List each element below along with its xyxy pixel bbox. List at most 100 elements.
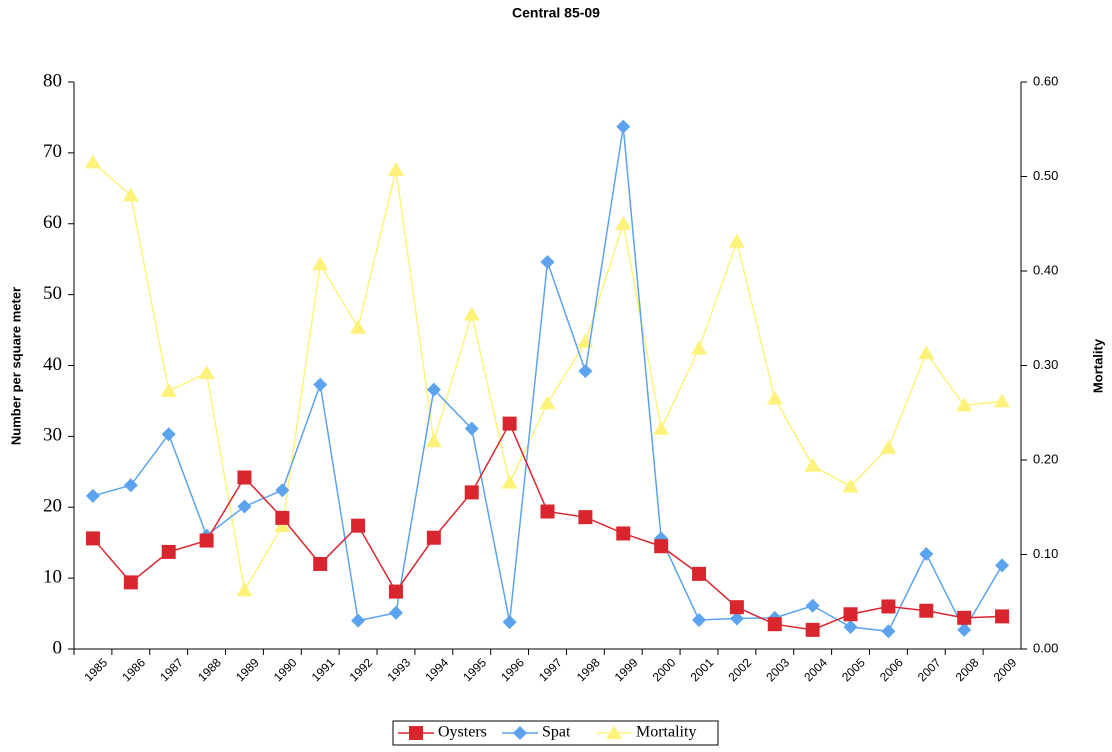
y-tick-label: 10 — [43, 566, 62, 587]
data-point — [691, 340, 708, 355]
data-point — [615, 215, 632, 230]
y-tick-label: 0 — [53, 637, 63, 658]
data-point — [122, 187, 139, 202]
y2-tick-label: 0.60 — [1033, 73, 1058, 88]
x-tick-label: 1987 — [157, 655, 186, 684]
x-tick-label: 1989 — [233, 655, 262, 684]
data-point — [312, 256, 329, 271]
y2-axis-label: Mortality — [1090, 338, 1105, 393]
data-point — [501, 474, 518, 489]
data-point — [957, 622, 972, 637]
series-line — [92, 421, 1003, 631]
data-point — [957, 610, 972, 625]
x-tick-label: 1993 — [385, 655, 414, 684]
legend-label: Oysters — [438, 724, 487, 741]
data-point — [918, 345, 935, 360]
y-tick-label: 80 — [43, 70, 62, 91]
data-point — [123, 478, 138, 493]
data-point — [161, 544, 176, 559]
x-tick-label: 1998 — [574, 655, 603, 684]
data-point — [578, 364, 593, 379]
data-point — [540, 504, 555, 519]
data-point — [237, 470, 252, 485]
data-point — [275, 483, 290, 498]
data-point — [540, 255, 555, 270]
data-point — [766, 390, 783, 405]
y2-tick-label: 0.50 — [1033, 168, 1058, 183]
y-tick-label: 30 — [43, 425, 62, 446]
data-point — [616, 119, 631, 134]
x-tick-label: 1990 — [271, 655, 300, 684]
data-point — [198, 365, 215, 380]
legend-marker — [513, 726, 527, 740]
legend-label: Mortality — [636, 724, 696, 741]
data-point — [729, 611, 744, 626]
x-tick-label: 1994 — [422, 655, 451, 684]
data-point — [85, 531, 100, 546]
data-point — [805, 598, 820, 613]
x-tick-label: 2001 — [688, 655, 717, 684]
data-point — [881, 599, 896, 614]
x-tick-label: 1992 — [347, 655, 376, 684]
y-tick-label: 70 — [43, 141, 62, 162]
data-point — [464, 421, 479, 436]
chart-title: Central 85-09 — [512, 5, 600, 21]
data-point — [84, 154, 101, 169]
data-point — [616, 526, 631, 541]
x-tick-label: 1988 — [195, 655, 224, 684]
data-point — [85, 488, 100, 503]
series-line — [92, 126, 1003, 633]
data-point — [728, 233, 745, 248]
data-point — [123, 575, 138, 590]
x-tick-label: 1996 — [498, 655, 527, 684]
data-point — [387, 161, 404, 176]
data-point — [426, 530, 441, 545]
x-tick-label: 2007 — [915, 655, 944, 684]
data-point — [578, 510, 593, 525]
data-point — [880, 439, 897, 454]
data-point — [313, 556, 328, 571]
x-tick-label: 2006 — [877, 655, 906, 684]
data-point — [237, 499, 252, 514]
data-point — [843, 607, 858, 622]
data-point — [425, 433, 442, 448]
data-point — [692, 612, 707, 627]
y-tick-label: 20 — [43, 496, 62, 517]
data-point — [388, 605, 403, 620]
data-point — [881, 624, 896, 639]
x-tick-label: 2004 — [801, 655, 830, 684]
data-point — [539, 395, 556, 410]
y2-tick-label: 0.40 — [1033, 262, 1058, 277]
data-point — [199, 533, 214, 548]
x-tick-label: 1991 — [309, 655, 338, 684]
data-point — [653, 420, 670, 435]
x-tick-label: 1999 — [612, 655, 641, 684]
x-tick-label: 1986 — [119, 655, 148, 684]
data-point — [843, 620, 858, 635]
data-point — [463, 306, 480, 321]
series-line — [92, 161, 1003, 593]
data-point — [804, 457, 821, 472]
legend-label: Spat — [542, 724, 571, 741]
x-tick-label: 1985 — [81, 655, 110, 684]
data-point — [426, 382, 441, 397]
data-point — [956, 397, 973, 412]
x-tick-label: 2002 — [725, 655, 754, 684]
data-point — [351, 518, 366, 533]
data-point — [805, 622, 820, 637]
y-axis-label: Number per square meter — [8, 287, 23, 445]
data-point — [236, 582, 253, 597]
data-point — [160, 383, 177, 398]
data-point — [351, 613, 366, 628]
y2-tick-label: 0.10 — [1033, 546, 1058, 561]
data-point — [842, 478, 859, 493]
legend-marker — [606, 725, 622, 739]
data-point — [274, 518, 291, 533]
x-tick-label: 2009 — [991, 655, 1020, 684]
y2-tick-label: 0.30 — [1033, 357, 1058, 372]
data-point — [995, 609, 1010, 624]
data-point — [692, 566, 707, 581]
data-point — [275, 510, 290, 525]
data-point — [767, 617, 782, 632]
